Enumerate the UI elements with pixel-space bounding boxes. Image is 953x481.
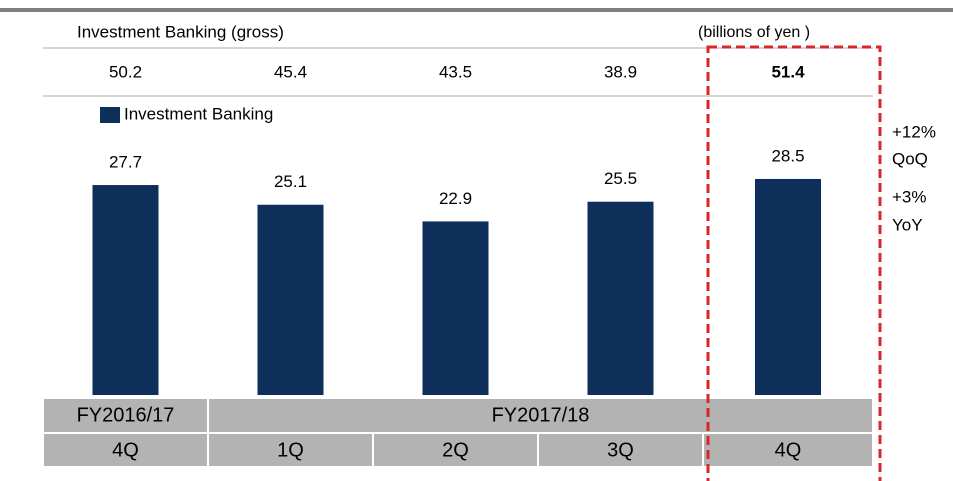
title: Investment Banking (gross) bbox=[77, 22, 284, 41]
gross-value: 50.2 bbox=[109, 62, 142, 81]
bar bbox=[257, 204, 324, 395]
quarter-cell bbox=[702, 432, 874, 468]
quarter-label: 3Q bbox=[607, 439, 634, 461]
data-label: 25.1 bbox=[274, 172, 307, 191]
year-label: FY2016/17 bbox=[77, 404, 175, 426]
quarter-label: 1Q bbox=[277, 439, 304, 461]
quarter-label: 2Q bbox=[442, 439, 469, 461]
highlight-box bbox=[706, 45, 882, 481]
bar bbox=[92, 185, 159, 395]
legend-label: Investment Banking bbox=[124, 104, 273, 123]
bar bbox=[422, 221, 489, 395]
data-label: 27.7 bbox=[109, 153, 142, 172]
gross-value: 38.9 bbox=[604, 62, 637, 81]
data-label: 25.5 bbox=[604, 169, 637, 188]
legend-swatch bbox=[100, 107, 120, 123]
annotation: +12% bbox=[892, 122, 936, 141]
annotation: QoQ bbox=[892, 149, 928, 168]
annotation: YoY bbox=[892, 215, 923, 234]
unit-note: (billions of yen ) bbox=[698, 24, 810, 41]
gross-value: 45.4 bbox=[274, 62, 307, 81]
annotation: +3% bbox=[892, 187, 927, 206]
year-label: FY2017/18 bbox=[492, 404, 590, 426]
gross-value: 43.5 bbox=[439, 62, 472, 81]
quarter-label: 4Q bbox=[775, 439, 802, 461]
year-cell bbox=[207, 397, 874, 434]
bar bbox=[755, 178, 821, 395]
gross-value: 51.4 bbox=[771, 62, 805, 81]
bar bbox=[587, 201, 654, 395]
data-label: 22.9 bbox=[439, 189, 472, 208]
data-label: 28.5 bbox=[771, 146, 804, 165]
quarter-label: 4Q bbox=[112, 439, 139, 461]
year-cell bbox=[42, 397, 209, 434]
